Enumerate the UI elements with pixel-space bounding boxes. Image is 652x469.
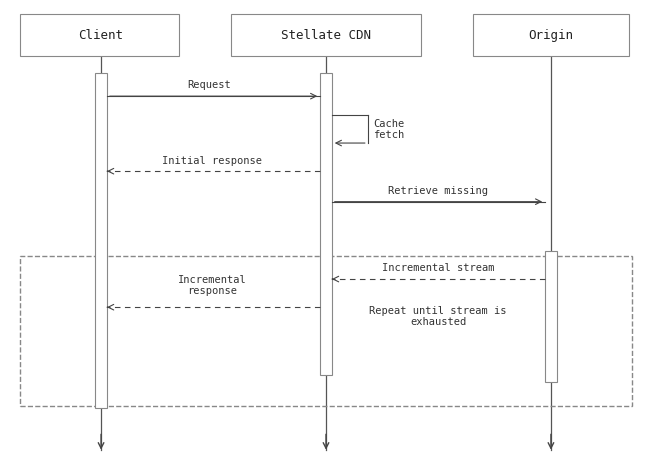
Text: Stellate CDN: Stellate CDN: [281, 29, 371, 42]
Text: Client: Client: [78, 29, 124, 42]
Text: Repeat until stream is
exhausted: Repeat until stream is exhausted: [370, 306, 507, 327]
Bar: [320, 73, 332, 375]
Text: Request: Request: [186, 80, 231, 90]
Text: Retrieve missing: Retrieve missing: [388, 186, 488, 196]
Bar: [545, 251, 557, 382]
Bar: [95, 73, 107, 408]
Text: Cache
fetch: Cache fetch: [373, 119, 404, 140]
Bar: [20, 256, 632, 406]
Text: Incremental stream: Incremental stream: [382, 263, 494, 273]
Text: Origin: Origin: [528, 29, 574, 42]
Text: Initial response: Initial response: [162, 156, 262, 166]
Text: Incremental
response: Incremental response: [177, 275, 246, 296]
Bar: [20, 14, 179, 56]
Bar: [473, 14, 629, 56]
Bar: [231, 14, 421, 56]
